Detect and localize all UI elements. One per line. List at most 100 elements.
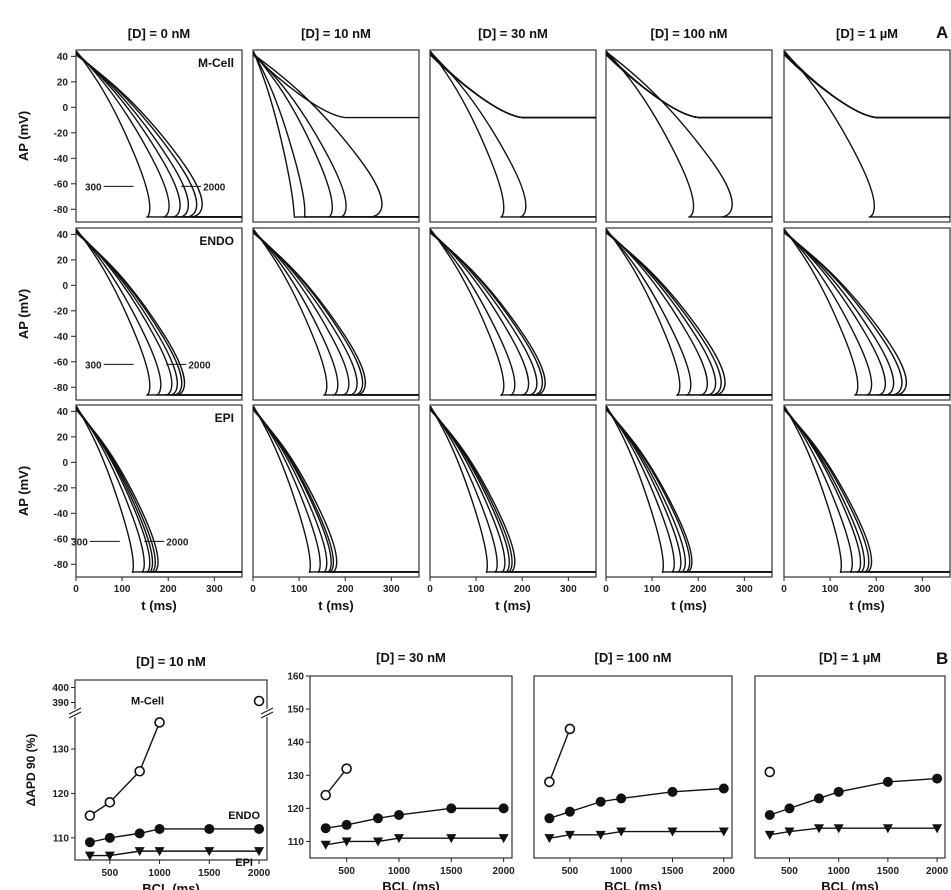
axis-break-mark — [260, 707, 274, 715]
ap-trace — [252, 51, 419, 219]
ap-trace — [429, 406, 596, 573]
series-line — [548, 728, 571, 783]
data-point-open-circle — [84, 810, 96, 821]
plot-frame — [605, 49, 773, 223]
data-point-filled-circle — [564, 806, 575, 817]
ap-trace — [75, 228, 242, 396]
x-tick-label: 200 — [160, 584, 177, 595]
data-point-filled-triangle — [84, 851, 95, 861]
data-point-filled-triangle — [764, 830, 775, 840]
y-tick-label: 130 — [287, 771, 304, 782]
x-tick-label: 100 — [468, 584, 485, 595]
data-point-open-circle — [154, 717, 165, 728]
series-line — [325, 768, 348, 796]
ap-trace — [783, 408, 950, 573]
ap-trace — [252, 52, 419, 218]
data-point-filled-triangle — [616, 827, 627, 837]
data-point-filled-circle — [204, 823, 215, 834]
y-tick-label: 110 — [288, 837, 305, 848]
ap-trace — [783, 53, 950, 119]
data-point-filled-circle — [104, 832, 115, 843]
ap-trace — [605, 229, 772, 396]
data-point-open-circle — [253, 695, 265, 707]
ap-trace — [75, 232, 242, 396]
data-point-open-circle — [104, 797, 116, 808]
series-line — [89, 722, 161, 817]
x-tick-label: 1500 — [440, 866, 463, 877]
column-title: [D] = 30 nM — [478, 26, 548, 41]
data-point-filled-circle — [833, 786, 844, 797]
ap-trace — [783, 405, 950, 573]
series-line — [769, 827, 938, 836]
cell-type-label: ENDO — [199, 234, 234, 248]
x-axis-label: BCL (ms) — [382, 879, 440, 890]
plot-frame — [252, 404, 420, 578]
x-tick-label: 500 — [338, 866, 355, 877]
data-point-filled-triangle — [373, 837, 384, 847]
ap-trace — [429, 54, 596, 119]
ap-trace — [783, 53, 950, 119]
data-point-open-circle — [764, 766, 776, 778]
plot-frame — [75, 227, 243, 401]
data-point-filled-circle — [718, 783, 729, 794]
data-point-filled-triangle — [498, 834, 509, 844]
data-point-filled-circle — [373, 813, 384, 824]
axis-break-mark — [260, 711, 274, 719]
ap-trace — [252, 228, 419, 396]
data-point-filled-circle — [134, 828, 145, 839]
x-tick-label: 500 — [562, 866, 579, 877]
ap-trace — [429, 229, 596, 396]
column-title: [D] = 1 µM — [836, 26, 898, 41]
ap-trace — [783, 406, 950, 573]
y-tick-label: 20 — [57, 77, 69, 88]
series-line — [325, 807, 504, 829]
ap-trace — [252, 409, 419, 573]
ap-trace — [75, 408, 242, 573]
plot-frame — [605, 227, 773, 401]
y-tick-label: 150 — [287, 705, 304, 716]
y-tick-label: 0 — [62, 458, 68, 469]
ap-trace — [253, 53, 419, 218]
x-tick-label: 2000 — [926, 866, 949, 877]
x-tick-label: 0 — [781, 584, 787, 595]
column-title: [D] = 10 nM — [301, 26, 371, 41]
plot-frame — [429, 404, 597, 578]
data-point-filled-triangle — [393, 834, 404, 844]
x-tick-label: 500 — [101, 868, 118, 879]
ap-trace — [75, 50, 242, 218]
subplot-title: [D] = 10 nM — [136, 654, 206, 669]
cell-type-label: M-Cell — [198, 56, 234, 70]
panel-b-row: [D] = 10 nM 500 1000 1500 2000 BCL (ms) 110 120… — [24, 650, 949, 890]
data-point-open-circle — [544, 776, 555, 788]
data-point-filled-circle — [341, 819, 352, 830]
x-axis-label: t (ms) — [318, 598, 353, 613]
plot-frame — [783, 404, 951, 578]
data-point-open-circle — [320, 789, 331, 801]
x-tick-label: 300 — [914, 584, 931, 595]
x-tick-label: 1000 — [148, 868, 171, 879]
ap-trace — [252, 407, 419, 573]
bcl-annotation-left: 300 — [85, 182, 102, 193]
data-point-filled-circle — [764, 809, 775, 820]
plot-frame — [754, 675, 946, 859]
x-tick-label: 100 — [114, 584, 131, 595]
y-axis-label: AP (mV) — [16, 466, 31, 516]
plot-frame — [309, 675, 513, 859]
data-point-filled-circle — [667, 786, 678, 797]
ap-trace — [429, 405, 596, 573]
x-tick-label: 200 — [690, 584, 707, 595]
data-point-filled-triangle — [932, 824, 943, 834]
data-point-filled-triangle — [204, 847, 215, 857]
y-tick-label: 130 — [52, 745, 69, 756]
ap-trace — [606, 232, 772, 396]
ap-trace — [783, 52, 950, 119]
y-tick-label: 160 — [287, 672, 304, 683]
bcl-annotation-left: 300 — [85, 360, 102, 371]
y-tick-label: 390 — [52, 698, 69, 709]
y-axis-label: AP (mV) — [16, 289, 31, 339]
x-tick-label: 1000 — [388, 866, 411, 877]
data-point-filled-circle — [446, 803, 457, 814]
panel-b-letter: B — [936, 649, 948, 668]
x-tick-label: 1500 — [198, 868, 221, 879]
